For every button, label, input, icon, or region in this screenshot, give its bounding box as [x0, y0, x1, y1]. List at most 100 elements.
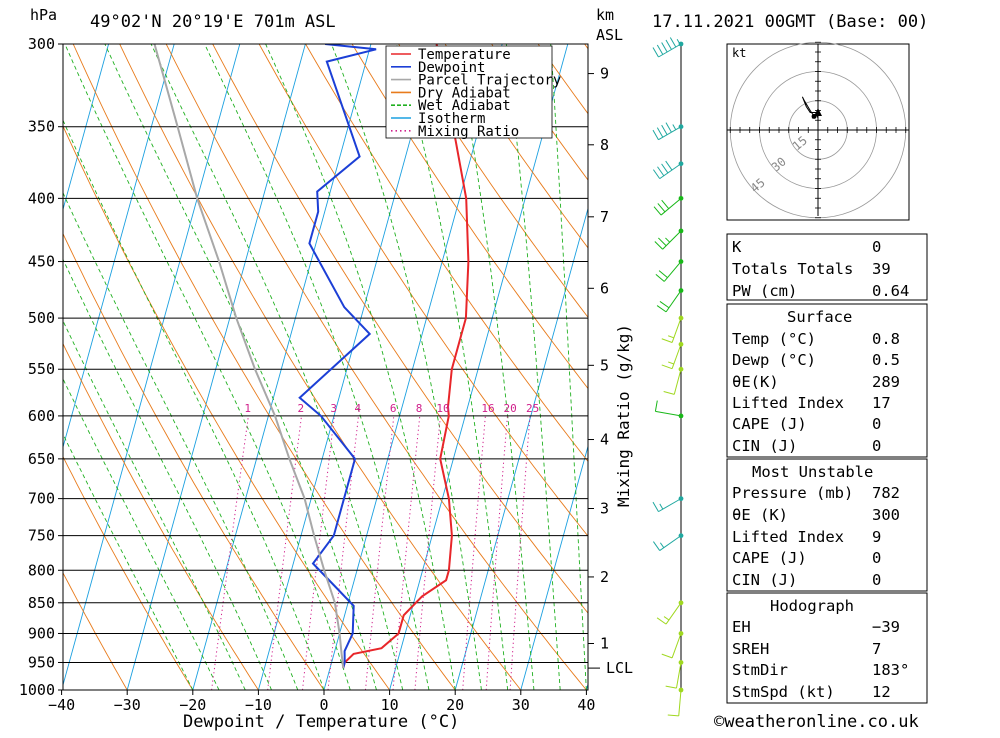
height-unit-km: km [596, 6, 614, 24]
wind-barb-staff [679, 690, 681, 716]
wind-barb [653, 533, 683, 550]
x-axis-label: Dewpoint / Temperature (°C) [183, 712, 459, 732]
wind-barb-feather [662, 339, 672, 343]
mixing-ratio-axis-label: Mixing Ratio (g/kg) [614, 324, 633, 507]
lcl-label: LCL [606, 659, 633, 677]
wind-barb-feather [657, 618, 666, 624]
surface-dewp-label: Dewp (°C) [732, 351, 816, 369]
height-tick-label: 8 [600, 136, 609, 154]
surface-cin-label: CIN (J) [732, 437, 797, 455]
wind-barb-staff [655, 411, 681, 416]
wet-adiabat-line [105, 44, 377, 690]
wet-adiabat-line [205, 44, 429, 690]
surface-dewp-value: 0.5 [872, 351, 900, 369]
copyright-link[interactable]: ©weatheronline.co.uk [714, 712, 919, 732]
wind-barb-feather [657, 128, 663, 138]
legend-label: Mixing Ratio [418, 124, 519, 140]
pressure-tick-label: 550 [28, 360, 55, 378]
surface-li-value: 17 [872, 394, 891, 412]
wind-barb-feather [662, 365, 672, 369]
height-tick-label: 7 [600, 208, 609, 226]
wet-adiabat-line [151, 44, 403, 690]
height-tick-label: 5 [600, 356, 609, 374]
wind-barb [655, 228, 684, 249]
mu-cin-value: 0 [872, 571, 881, 589]
mu-pressure-label: Pressure (mb) [732, 484, 853, 502]
wind-barb-feather [657, 167, 663, 176]
wet-adiabat-line [65, 44, 350, 690]
wind-barb [656, 259, 684, 281]
dry-adiabat-line [166, 44, 586, 690]
pressure-tick-label: 750 [28, 527, 55, 545]
location-title: 49°02'N 20°19'E 701m ASL [90, 12, 336, 32]
mu-li-label: Lifted Index [732, 528, 844, 546]
wet-adiabat-line [455, 44, 534, 690]
mixing-ratio-label: 6 [390, 402, 397, 415]
pressure-tick-label: 500 [28, 309, 55, 327]
wind-barb-staff [660, 536, 681, 551]
wind-barb-staff [664, 262, 681, 282]
temperature-tick-label: 30 [512, 696, 530, 714]
wind-barb [653, 37, 683, 57]
tt-label: Totals Totals [732, 260, 853, 278]
dry-adiabat-line [27, 44, 390, 690]
wind-barb-half-feather [673, 125, 676, 130]
mu-title: Most Unstable [752, 463, 873, 481]
wind-barb-feather [664, 391, 675, 394]
dry-adiabat-line [73, 44, 455, 690]
isotherm-line [62, 44, 240, 690]
pressure-tick-label: 650 [28, 450, 55, 468]
wind-barb-feather [662, 200, 669, 208]
height-tick-label: 2 [600, 568, 609, 586]
wind-barb-feather [654, 207, 661, 215]
pressure-tick-label: 300 [28, 35, 55, 53]
mixing-ratio-line [393, 416, 420, 690]
pressure-tick-label: 400 [28, 189, 55, 207]
wind-barb-feather [666, 686, 677, 688]
dry-adiabat-line [259, 44, 717, 690]
mixing-ratio-label: 1 [244, 402, 251, 415]
indices-table: K 0 Totals Totals 39 PW (cm) 0.64 Surfac… [727, 234, 927, 703]
wet-adiabat-line [506, 44, 560, 690]
height-tick-label: 6 [600, 279, 609, 297]
mixing-ratio-label: 20 [503, 402, 516, 415]
wind-barb-feather [666, 123, 672, 133]
wind-barb-feather [657, 45, 663, 55]
pressure-tick-label: 350 [28, 118, 55, 136]
pressure-tick-label: 850 [28, 594, 55, 612]
isotherm-line [390, 44, 568, 690]
dry-adiabat-line [0, 44, 127, 690]
wind-barb-staff [666, 291, 681, 312]
wind-barb [662, 316, 684, 343]
wind-barb-feather [653, 542, 659, 551]
surface-title: Surface [787, 308, 852, 326]
pressure-tick-label: 800 [28, 561, 55, 579]
temperature-tick-label: −30 [114, 696, 141, 714]
pressure-tick-label: 600 [28, 407, 55, 425]
wind-barb-half-feather [664, 617, 669, 620]
mixing-ratio-label: 8 [416, 402, 423, 415]
tt-value: 39 [872, 260, 891, 278]
surface-li-label: Lifted Index [732, 394, 844, 412]
wind-barb-feather [666, 40, 672, 50]
wind-barb-feather [659, 271, 667, 278]
wind-barb [662, 631, 684, 658]
surface-cape-label: CAPE (J) [732, 415, 807, 433]
wind-barb-staff [672, 633, 681, 657]
wind-barb [654, 196, 683, 215]
wind-barb-feather [662, 164, 668, 173]
wind-barb-feather [653, 130, 659, 140]
mu-pressure-value: 782 [872, 484, 900, 502]
datetime-title: 17.11.2021 00GMT (Base: 00) [652, 12, 928, 32]
temperature-tick-label: 40 [577, 696, 595, 714]
mixing-ratio-label: 4 [355, 402, 362, 415]
mu-cape-label: CAPE (J) [732, 549, 807, 567]
height-tick-label: 3 [600, 499, 609, 517]
pressure-tick-label: 700 [28, 490, 55, 508]
mixing-ratio-label: 16 [481, 402, 494, 415]
wind-barb-staff [666, 603, 681, 624]
wind-barb-feather [660, 301, 669, 307]
k-value: 0 [872, 238, 881, 256]
